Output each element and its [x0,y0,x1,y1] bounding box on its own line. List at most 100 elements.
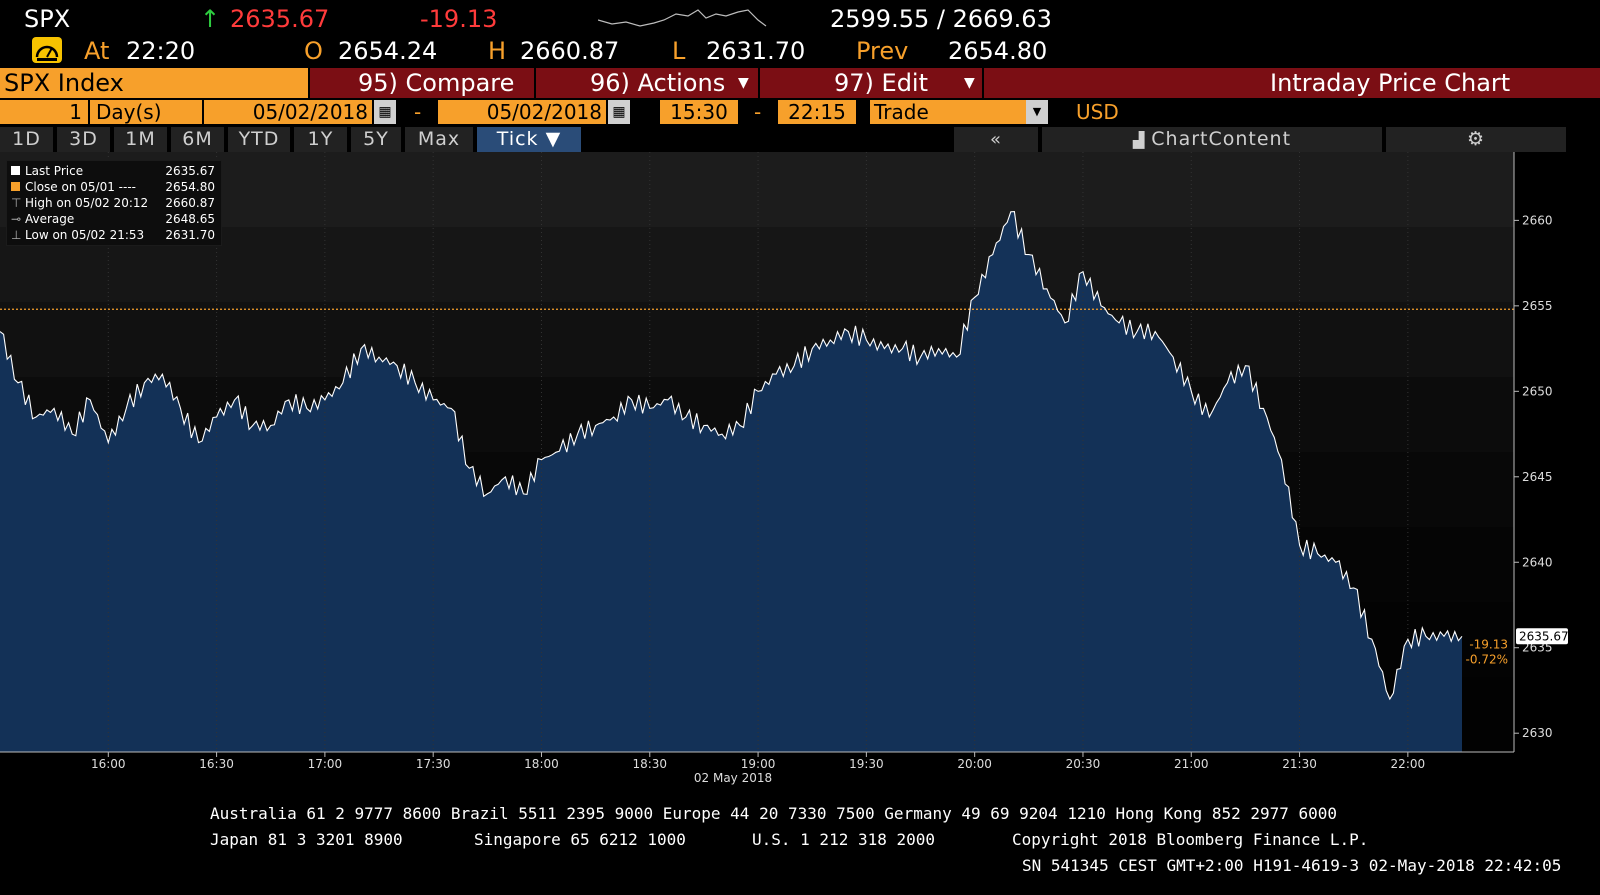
footer-copyright: Copyright 2018 Bloomberg Finance L.P. [1012,830,1369,849]
legend-low-value: 2631.70 [165,228,215,242]
legend-close-label: Close on 05/01 ---- [25,180,136,194]
chart-icon: ▟ [1132,131,1152,149]
low-label: L [672,37,686,65]
chart-band [0,227,1514,303]
screen-title: Intraday Price Chart [1270,69,1511,97]
x-tick-label: 18:00 [524,757,559,771]
end-calendar-icon[interactable]: ▦ [608,100,630,124]
settings-icon[interactable]: ⚙ [1386,127,1566,152]
x-tick-label: 19:30 [849,757,884,771]
start-time-input[interactable]: 15:30 [660,100,738,124]
open-value: 2654.24 [338,37,438,65]
end-date-input[interactable]: 05/02/2018 [438,100,606,124]
footer-phone-line-1: Australia 61 2 9777 8600 Brazil 5511 239… [210,804,1338,823]
x-tick-label: 22:00 [1391,757,1426,771]
last-price-marker-label: 2635.67 [1519,629,1568,643]
change-annotation: -19.13 [1469,637,1508,651]
chart-content-button[interactable]: ▟ ChartContent [1042,127,1382,152]
x-tick-label: 16:30 [199,757,234,771]
x-tick-label: 18:30 [632,757,667,771]
x-tick-label: 17:00 [308,757,343,771]
legend-average: ⊸ Average 2648.65 [11,211,219,227]
x-tick-label: 17:30 [416,757,451,771]
compare-button[interactable]: 95) Compare [358,69,515,97]
tab-5y[interactable]: 5Y [351,127,401,152]
tab-max[interactable]: Max [405,127,473,152]
quote-time: 22:20 [126,37,196,65]
security-field[interactable]: SPX Index [0,68,308,98]
legend-low-label: Low on 05/02 21:53 [25,228,145,242]
last-price-marker [1516,628,1568,645]
tab-1m[interactable]: 1M [114,127,167,152]
sparkline-icon [598,9,767,27]
last-price: 2635.67 [230,5,330,33]
y-tick-label: 2640 [1522,555,1553,569]
time-range-dash: - [754,100,762,124]
field-select[interactable]: Trade [870,100,1026,124]
legend-last-price-label: Last Price [25,164,84,178]
x-tick-label: 20:00 [957,757,992,771]
legend-last-price: Last Price 2635.67 [11,163,219,179]
legend-close: Close on 05/01 ---- 2654.80 [11,179,219,195]
average-marker-icon: ⊸ [11,212,22,226]
x-tick-label: 21:00 [1174,757,1209,771]
start-calendar-icon[interactable]: ▦ [374,100,396,124]
currency-label[interactable]: USD [1076,100,1119,124]
actions-menu[interactable]: 96) Actions [590,69,726,97]
y-tick-label: 2630 [1522,726,1553,740]
footer-us: U.S. 1 212 318 2000 [752,830,936,849]
chart-content-label: ChartContent [1151,128,1292,150]
price-line [0,211,1463,701]
tab-6m[interactable]: 6M [171,127,224,152]
high-value: 2660.87 [520,37,620,65]
tab-1d[interactable]: 1D [0,127,53,152]
tab-ytd[interactable]: YTD [228,127,290,152]
low-marker-icon: ⊥ [11,228,22,242]
chart-legend[interactable]: Last Price 2635.67 Close on 05/01 ---- 2… [6,160,222,246]
legend-high: ⊤ High on 05/02 20:12 2660.87 [11,195,219,211]
tab-1y[interactable]: 1Y [294,127,347,152]
up-arrow-icon: ↑ [200,5,221,33]
day-range: 2599.55 / 2669.63 [830,5,1052,33]
period-unit-select[interactable]: Day(s) [90,100,202,124]
y-tick-label: 2645 [1522,470,1553,484]
end-time-input[interactable]: 22:15 [778,100,856,124]
x-tick-label: 21:30 [1282,757,1317,771]
speedometer-icon[interactable] [32,37,62,63]
legend-high-value: 2660.87 [165,196,215,210]
high-label: H [488,37,507,65]
price-area-fill [0,211,1462,753]
x-tick-label: 16:00 [91,757,126,771]
actions-dropdown-icon[interactable]: ▼ [738,75,749,91]
prev-label: Prev [856,37,909,65]
footer-japan: Japan 81 3 3201 8900 [210,830,403,849]
tab-tick[interactable]: Tick ▼ [477,127,581,152]
footer-singapore: Singapore 65 6212 1000 [474,830,686,849]
edit-dropdown-icon[interactable]: ▼ [964,75,975,91]
x-tick-label: 20:30 [1066,757,1101,771]
legend-close-value: 2654.80 [165,180,215,194]
legend-last-price-value: 2635.67 [165,164,215,178]
y-tick-label: 2655 [1522,299,1553,313]
legend-average-label: Average [25,212,75,226]
white-square-icon [11,166,20,175]
period-count-input[interactable]: 1 [0,100,88,124]
x-tick-label: 19:00 [741,757,776,771]
vertical-gridlines [107,152,1409,752]
chart-band [0,302,1514,378]
start-date-input[interactable]: 05/02/2018 [204,100,372,124]
field-dropdown-icon[interactable]: ▼ [1026,100,1048,124]
x-axis-ticks: 16:00 16:30 17:00 17:30 18:00 18:30 19:00 19:30… [91,752,1425,771]
at-label: At [84,37,110,65]
prev-value: 2654.80 [948,37,1048,65]
legend-low: ⊥ Low on 05/02 21:53 2631.70 [11,227,219,243]
net-change: -19.13 [420,5,498,33]
low-value: 2631.70 [706,37,806,65]
collapse-icon[interactable]: « [954,127,1038,152]
x-axis-date-label: 02 May 2018 [694,771,772,785]
tab-3d[interactable]: 3D [57,127,110,152]
menu-bar: SPX Index 95) Compare 96) Actions ▼ 97) … [0,68,1600,98]
edit-menu[interactable]: 97) Edit [834,69,929,97]
